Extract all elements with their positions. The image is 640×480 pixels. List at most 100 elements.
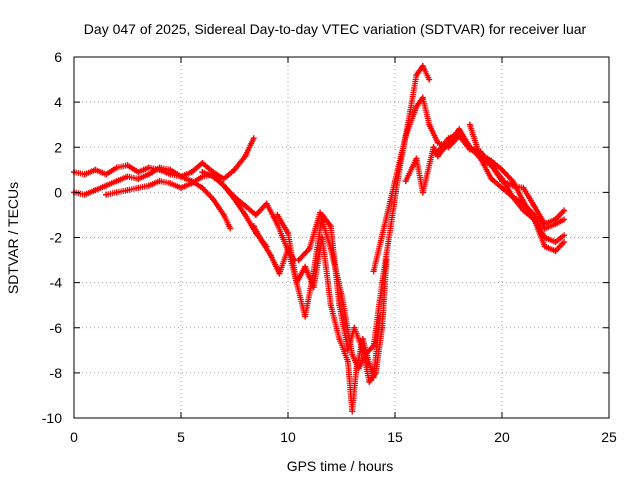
data-point — [210, 173, 217, 180]
data-point — [466, 121, 473, 128]
data-point — [199, 169, 206, 176]
data-point — [392, 178, 398, 185]
data-point — [178, 173, 184, 180]
y-tick-label: -4 — [50, 275, 63, 291]
data-point — [541, 225, 548, 232]
data-point — [231, 193, 238, 200]
data-point — [413, 103, 420, 110]
data-point — [520, 207, 527, 214]
data-point — [178, 184, 184, 191]
series-track-11 — [466, 121, 568, 246]
data-point — [430, 144, 437, 151]
y-tick-label: -10 — [42, 410, 62, 426]
data-point — [103, 191, 110, 198]
data-point — [124, 162, 131, 169]
data-point — [372, 369, 379, 376]
data-point — [541, 234, 548, 241]
data-point — [466, 144, 473, 151]
data-point — [276, 270, 283, 277]
data-point — [156, 164, 163, 171]
y-tick-label: -8 — [50, 365, 63, 381]
data-point — [156, 178, 163, 185]
data-point — [103, 171, 110, 178]
data-point — [499, 175, 505, 182]
data-point — [509, 193, 516, 200]
data-point — [242, 153, 249, 160]
series-track-9 — [402, 126, 568, 232]
data-point — [509, 178, 516, 185]
y-tick-label: 4 — [54, 94, 62, 110]
data-point — [274, 220, 281, 227]
data-point — [344, 358, 351, 365]
data-point — [434, 139, 441, 146]
data-point — [220, 182, 227, 189]
data-point — [336, 336, 343, 343]
data-point — [477, 155, 484, 162]
data-point — [359, 336, 366, 343]
data-point — [456, 130, 463, 137]
data-point — [349, 408, 356, 415]
data-point — [92, 166, 99, 173]
data-point — [499, 166, 505, 173]
data-point — [349, 351, 356, 358]
data-point — [135, 175, 142, 182]
data-point — [426, 121, 433, 128]
data-point — [531, 216, 538, 223]
data-point — [302, 263, 309, 270]
data-point — [370, 342, 377, 349]
data-point — [381, 223, 388, 230]
x-tick-label: 5 — [177, 429, 185, 445]
data-point — [81, 191, 88, 198]
x-tick-label: 20 — [494, 429, 510, 445]
data-point — [81, 171, 88, 178]
data-point — [124, 173, 131, 180]
data-point — [252, 211, 259, 218]
data-point — [520, 184, 527, 191]
series-track-7 — [295, 63, 433, 372]
data-point — [267, 252, 274, 259]
data-point — [124, 187, 131, 194]
data-point — [499, 184, 505, 191]
data-point — [242, 202, 249, 209]
data-point — [167, 180, 174, 187]
x-tick-label: 0 — [70, 429, 78, 445]
data-point — [310, 268, 317, 275]
data-point — [366, 378, 373, 385]
data-point — [92, 187, 99, 194]
data-point — [402, 132, 409, 139]
data-point — [552, 239, 559, 246]
data-point — [259, 239, 266, 246]
data-point — [210, 196, 217, 203]
series-marker-trail — [295, 63, 432, 372]
data-point — [113, 178, 120, 185]
data-point — [274, 211, 281, 218]
data-point — [250, 135, 257, 142]
data-point — [419, 189, 426, 196]
axis-ticks: 0 5 10 15 20 25 -10 -8 -6 -4 -2 0 2 4 6 — [42, 49, 617, 445]
data-point — [145, 164, 152, 171]
series-track-8 — [370, 94, 568, 275]
data-point — [327, 223, 334, 230]
data-point — [167, 166, 174, 173]
data-point — [103, 182, 110, 189]
x-tick-label: 25 — [601, 429, 617, 445]
data-point — [135, 169, 142, 176]
grid-lines — [74, 57, 609, 418]
data-point — [355, 365, 362, 372]
data-point — [317, 209, 324, 216]
data-point — [327, 302, 334, 309]
data-point — [419, 94, 426, 101]
data-point — [359, 347, 366, 354]
data-point — [379, 324, 386, 331]
data-point — [541, 243, 548, 250]
x-axis-label: GPS time / hours — [287, 458, 394, 474]
data-point — [293, 279, 300, 286]
data-point — [561, 239, 568, 246]
data-point — [263, 200, 270, 207]
data-point — [387, 223, 394, 230]
x-tick-label: 15 — [387, 429, 403, 445]
data-point — [306, 245, 313, 252]
data-point — [113, 189, 120, 196]
data-point — [231, 166, 238, 173]
data-point — [250, 223, 257, 230]
